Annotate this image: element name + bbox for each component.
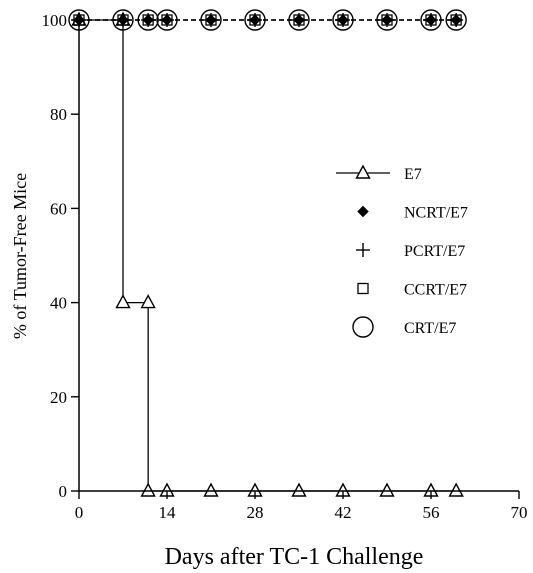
data-point (140, 294, 156, 309)
series-line (79, 19, 457, 492)
x-tick-label: 56 (423, 503, 440, 522)
data-point (448, 482, 464, 497)
data-point (203, 482, 219, 497)
data-point (420, 9, 442, 31)
legend-label: CCRT/E7 (404, 282, 467, 299)
data-point (445, 9, 467, 31)
x-tick-label: 70 (511, 503, 528, 522)
y-tick-label: 0 (59, 482, 68, 501)
y-tick-label: 60 (50, 199, 67, 218)
legend-item: PCRT/E7 (356, 243, 465, 260)
y-tick-label: 40 (50, 294, 67, 313)
y-tick-label: 20 (50, 388, 67, 407)
legend-item: NCRT/E7 (357, 205, 468, 222)
x-tick-label: 0 (75, 503, 84, 522)
data-point (200, 9, 222, 31)
x-axis-title: Days after TC-1 Challenge (165, 544, 424, 570)
axes (78, 20, 519, 492)
legend-label: E7 (404, 166, 422, 183)
legend-marker (357, 205, 369, 218)
data-point (288, 9, 310, 31)
legend-marker (357, 282, 369, 295)
legend-label: CRT/E7 (404, 320, 456, 337)
x-tick-label: 14 (159, 503, 177, 522)
legend-label: NCRT/E7 (404, 205, 468, 222)
y-tick-label: 80 (50, 105, 67, 124)
legend-item: E7 (336, 164, 422, 183)
data-point (244, 9, 266, 31)
data-point (140, 482, 156, 497)
data-point (156, 9, 178, 31)
data-point (115, 294, 131, 309)
x-tick-label: 42 (335, 503, 352, 522)
legend-marker (356, 243, 370, 257)
legend-label: PCRT/E7 (404, 243, 465, 260)
legend-item: CCRT/E7 (357, 282, 467, 299)
legend-item: CRT/E7 (352, 316, 456, 338)
x-tick-label: 28 (247, 503, 264, 522)
legend-marker (352, 316, 374, 338)
data-point (376, 9, 398, 31)
axis-ticks: 0 14 28 42 56 70 0 20 40 60 80 100 (42, 11, 528, 522)
data-point (332, 9, 354, 31)
y-tick-label: 100 (42, 11, 68, 30)
data-point (137, 9, 159, 31)
data-point (112, 9, 134, 31)
y-axis-title: % of Tumor-Free Mice (10, 173, 30, 339)
legend-marker (355, 164, 371, 179)
legend: E7 NCRT/E7 PCRT/E7 CCRT/E7 CRT/E7 (336, 164, 468, 338)
series-crt-e7 (68, 9, 467, 31)
data-point (379, 482, 395, 497)
data-point (291, 482, 307, 497)
